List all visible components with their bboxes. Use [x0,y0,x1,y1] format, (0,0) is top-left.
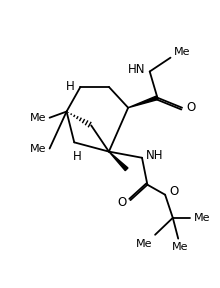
Text: O: O [187,101,196,114]
Text: H: H [73,150,82,163]
Text: O: O [169,185,178,198]
Text: Me: Me [194,213,210,223]
Text: Me: Me [30,143,47,154]
Text: Me: Me [30,113,47,123]
Text: Me: Me [174,47,191,57]
Text: Me: Me [172,242,188,253]
Polygon shape [128,96,158,108]
Polygon shape [109,151,128,171]
Text: H: H [66,80,75,93]
Text: HN: HN [128,63,145,77]
Text: NH: NH [146,149,163,162]
Text: Me: Me [136,239,153,249]
Text: O: O [117,196,127,209]
